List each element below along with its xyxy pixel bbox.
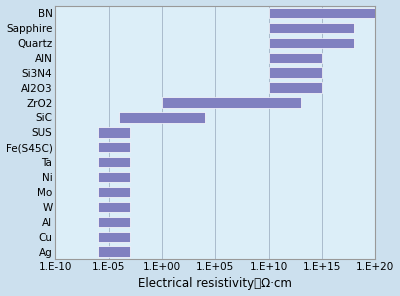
Bar	[98, 231, 130, 242]
X-axis label: Electrical resistivity／Ω·cm: Electrical resistivity／Ω·cm	[138, 277, 292, 290]
Bar	[98, 247, 130, 257]
Bar	[269, 82, 322, 93]
Bar	[269, 67, 322, 78]
Bar	[98, 157, 130, 167]
Bar	[269, 8, 375, 18]
Bar	[98, 202, 130, 212]
Bar	[269, 52, 322, 63]
Bar	[119, 112, 204, 123]
Bar	[98, 172, 130, 182]
Bar	[162, 97, 301, 108]
Bar	[98, 142, 130, 152]
Bar	[98, 187, 130, 197]
Bar	[269, 38, 354, 48]
Bar	[269, 23, 354, 33]
Bar	[98, 217, 130, 227]
Bar	[98, 127, 130, 138]
